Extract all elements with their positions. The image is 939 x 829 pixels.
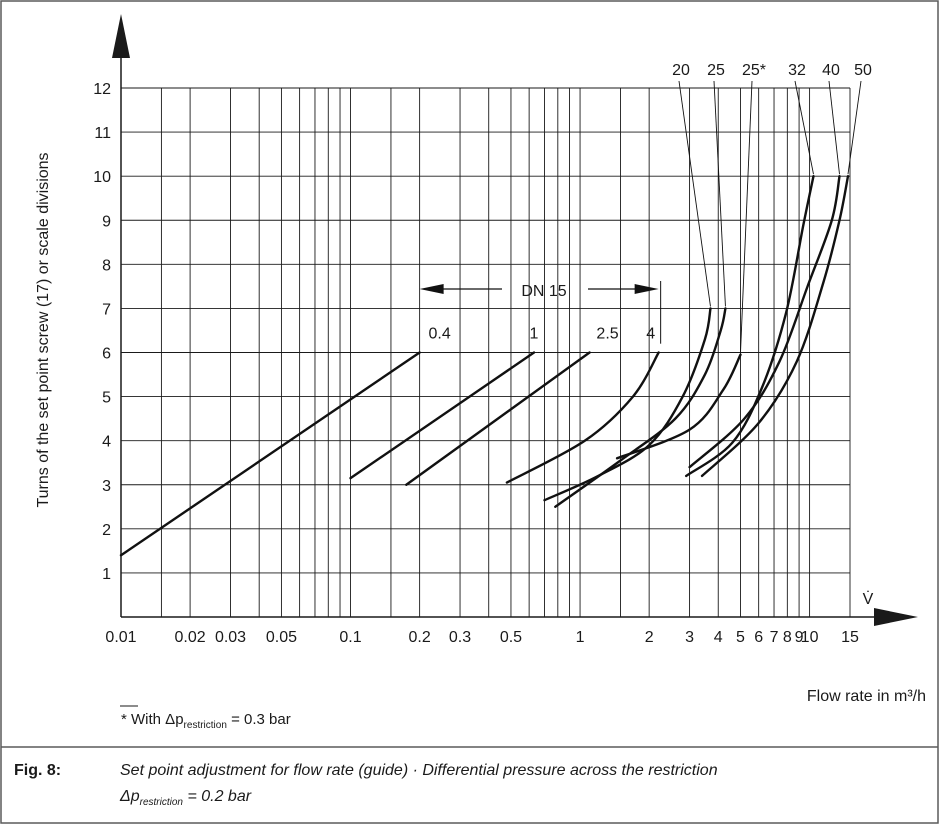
leader-line-32 (794, 80, 814, 175)
curve-label-dn-40: 40 (822, 62, 840, 79)
x-axis-symbol: V̇ (863, 590, 874, 608)
series-2-5 (405, 351, 591, 486)
series-25 (554, 307, 727, 508)
x-tick-label: 0.05 (266, 629, 297, 646)
footnote-suffix: = 0.3 bar (227, 711, 291, 728)
x-tick-label: 0.02 (175, 629, 206, 646)
x-tick-label: 3 (685, 629, 694, 646)
series-4 (505, 351, 660, 484)
series-50 (700, 174, 850, 478)
caption-suffix: = 0.2 bar (183, 788, 252, 805)
curve-label-dn-25-star: 25* (742, 62, 766, 79)
figure-caption-line2: Δprestriction = 0.2 bar (119, 788, 252, 808)
series-40 (688, 174, 841, 469)
series-32 (684, 174, 815, 478)
footnote: * With Δprestriction = 0.3 bar (121, 711, 291, 731)
y-tick-label: 3 (102, 478, 111, 495)
series (119, 174, 850, 557)
x-tick-label: 0.2 (408, 629, 430, 646)
x-tick-label: 9 (795, 629, 804, 646)
leader-line-25-star (740, 80, 753, 353)
curve-label-dn-25: 25 (707, 62, 725, 79)
x-tick-label: 0.03 (215, 629, 246, 646)
series-0-4 (119, 351, 421, 557)
curve-labels: 0.4 1 2.5 4 20 25 25* 32 40 50 (419, 62, 872, 353)
y-tick-label: 5 (102, 390, 111, 407)
axes (112, 14, 918, 626)
dn-range-label: DN 15 (521, 283, 566, 300)
x-tick-label: 7 (770, 629, 779, 646)
x-axis-arrow (874, 608, 918, 626)
footnote-prefix: * With Δp (121, 711, 184, 728)
leader-line-50 (847, 80, 862, 175)
x-tick-label: 4 (714, 629, 723, 646)
y-tick-label: 11 (94, 125, 111, 142)
caption-delta-p: Δp (119, 788, 140, 805)
dn-range-arrow-right (634, 284, 659, 294)
x-tick-label: 1 (576, 629, 585, 646)
curve-label-dn-20: 20 (672, 62, 690, 79)
curve-label-dn-32: 32 (788, 62, 806, 79)
y-tick-label: 8 (102, 257, 111, 274)
y-tick-label: 4 (102, 434, 111, 451)
figure-label: Fig. 8: (14, 762, 61, 779)
x-tick-label: 0.5 (500, 629, 522, 646)
series-1 (349, 351, 536, 480)
y-tick-label: 1 (102, 566, 111, 583)
y-axis-arrow (112, 14, 130, 58)
grid (120, 87, 851, 617)
y-tick-label: 7 (102, 301, 111, 318)
x-tick-label: 0.1 (339, 629, 361, 646)
footnote-subscript: restriction (184, 720, 227, 731)
leader-line-20 (678, 80, 711, 307)
series-25-star (615, 353, 742, 460)
x-tick-label: 0.01 (105, 629, 136, 646)
figure-caption-line1: Set point adjustment for flow rate (guid… (120, 762, 718, 779)
y-tick-label: 10 (93, 169, 111, 186)
caption-subscript: restriction (140, 797, 184, 808)
x-tick-label: 15 (841, 629, 859, 646)
x-tick-label: 8 (783, 629, 792, 646)
curve-label-1: 1 (530, 326, 539, 343)
curve-label-4: 4 (646, 326, 655, 343)
x-axis-label: Flow rate in m³/h (807, 688, 926, 705)
leader-line-25 (713, 80, 726, 307)
y-axis-label: Turns of the set point screw (17) or sca… (35, 152, 52, 507)
leader-line-40 (828, 80, 840, 175)
x-tick-label: 0.3 (449, 629, 471, 646)
y-tick-label: 12 (93, 81, 111, 98)
y-tick-label: 9 (102, 213, 111, 230)
x-tick-label: 5 (736, 629, 745, 646)
curve-label-0-4: 0.4 (428, 326, 450, 343)
curve-label-dn-50: 50 (854, 62, 872, 79)
x-tick-label: 2 (645, 629, 654, 646)
x-tick-label: 6 (754, 629, 763, 646)
series-20 (543, 307, 712, 502)
y-tick-label: 6 (102, 346, 111, 363)
dn-range-arrow-left (419, 284, 444, 294)
curve-label-2-5: 2.5 (596, 326, 618, 343)
x-tick-label: 10 (801, 629, 819, 646)
y-tick-label: 2 (102, 522, 111, 539)
